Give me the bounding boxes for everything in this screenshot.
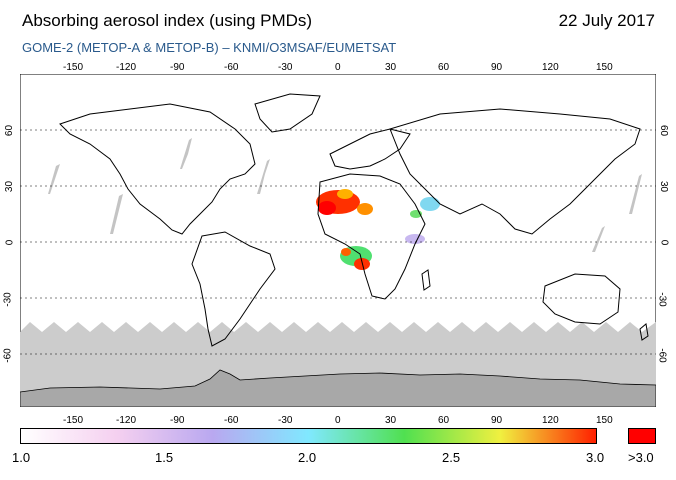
lat-label: -60 bbox=[2, 348, 14, 363]
greenland bbox=[254, 93, 321, 133]
africa bbox=[317, 173, 426, 300]
colorbar-over-box bbox=[628, 428, 656, 444]
lat-label: 60 bbox=[658, 124, 670, 137]
lat-label: 0 bbox=[4, 239, 16, 246]
lon-label: 30 bbox=[385, 62, 397, 73]
lon-label: 120 bbox=[542, 62, 559, 73]
lon-label: -30 bbox=[278, 415, 293, 426]
colorbar-label: 2.5 bbox=[442, 450, 461, 465]
lon-label: 0 bbox=[335, 415, 341, 426]
asia bbox=[389, 108, 641, 235]
lon-label: 150 bbox=[596, 415, 613, 426]
lon-label: -120 bbox=[116, 62, 137, 73]
coastlines bbox=[59, 93, 649, 347]
map-subtitle: GOME-2 (METOP-A & METOP-B) – KNMI/O3MSAF… bbox=[22, 40, 397, 55]
lon-label: -120 bbox=[116, 415, 137, 426]
colorbar-label: 2.0 bbox=[298, 450, 317, 465]
graticule bbox=[20, 129, 656, 355]
colorbar-over-label: >3.0 bbox=[628, 450, 654, 465]
lon-label: -90 bbox=[170, 62, 185, 73]
colorbar bbox=[20, 428, 597, 444]
colorbar-label: 1.5 bbox=[155, 450, 174, 465]
europe bbox=[329, 128, 411, 170]
map-svg bbox=[19, 73, 657, 408]
lon-label: -150 bbox=[63, 415, 84, 426]
lon-label: 150 bbox=[596, 62, 613, 73]
north-america bbox=[59, 103, 256, 235]
south-america bbox=[191, 231, 276, 347]
lon-label: -60 bbox=[224, 62, 239, 73]
lat-label: -30 bbox=[656, 292, 668, 307]
lon-label: 0 bbox=[335, 62, 341, 73]
lon-label: -60 bbox=[224, 415, 239, 426]
map-date: 22 July 2017 bbox=[558, 11, 655, 30]
lon-label: -90 bbox=[170, 415, 185, 426]
lon-label: -150 bbox=[63, 62, 84, 73]
world-map bbox=[19, 73, 657, 408]
lon-label: 60 bbox=[438, 62, 450, 73]
lat-label: 60 bbox=[4, 124, 16, 137]
lon-label: -30 bbox=[278, 62, 293, 73]
lat-label: -60 bbox=[656, 348, 668, 363]
lon-label: 120 bbox=[542, 415, 559, 426]
lon-label: 90 bbox=[491, 415, 503, 426]
no-data-streaks bbox=[48, 138, 642, 252]
lon-label: 60 bbox=[438, 415, 450, 426]
lon-label: 90 bbox=[491, 62, 503, 73]
lon-label: 30 bbox=[385, 415, 397, 426]
colorbar-label: 3.0 bbox=[586, 450, 605, 465]
map-title: Absorbing aerosol index (using PMDs) bbox=[22, 11, 313, 30]
lat-label: 0 bbox=[658, 239, 670, 246]
lat-label: 30 bbox=[658, 180, 670, 193]
lat-label: -30 bbox=[2, 292, 14, 307]
new-zealand bbox=[639, 323, 649, 341]
lat-label: 30 bbox=[4, 180, 16, 193]
colorbar-label: 1.0 bbox=[12, 450, 31, 465]
australia bbox=[542, 273, 621, 325]
madagascar bbox=[421, 269, 431, 291]
antarctica bbox=[19, 369, 657, 408]
